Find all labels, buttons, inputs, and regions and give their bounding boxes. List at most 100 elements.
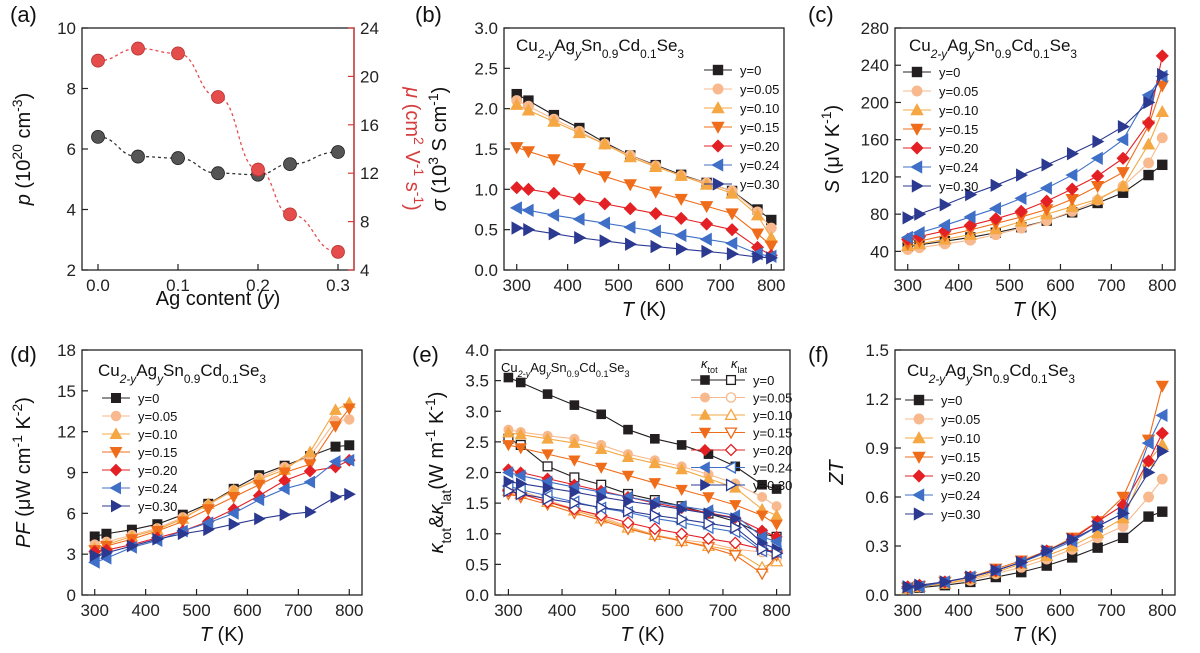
- data-point: [1041, 544, 1054, 558]
- y-axis-label-part: tot: [438, 528, 454, 544]
- data-point: [771, 546, 784, 560]
- legend-label: y=0: [740, 63, 761, 78]
- data-point: [1116, 151, 1130, 165]
- x-tick-label: 700: [1097, 601, 1125, 620]
- data-point: [965, 187, 978, 202]
- y-axis-label: κtot&κlat(W m-1 K-1): [422, 392, 454, 554]
- legend-label: y=0.24: [740, 158, 779, 173]
- data-point: [1091, 169, 1105, 183]
- mu-point: [251, 162, 265, 177]
- data-point: [569, 496, 582, 510]
- x-tick-label: 800: [762, 601, 790, 620]
- panel-title-part: y: [545, 369, 551, 379]
- legend-marker: [699, 392, 711, 403]
- legend-label: y=0.15: [941, 450, 980, 465]
- p-point: [171, 151, 185, 165]
- legend-label: y=0.15: [753, 426, 792, 441]
- y-tick-label: 1.5: [865, 341, 889, 360]
- x-axis-label: T (K): [1013, 299, 1057, 321]
- data-point: [203, 523, 215, 537]
- y-tick-label: 1.2: [865, 390, 889, 409]
- y-tick-label: 80: [870, 205, 889, 224]
- data-point: [648, 456, 662, 469]
- data-point: [770, 509, 783, 521]
- plot-frame: [894, 27, 1176, 271]
- data-point: [1143, 491, 1154, 503]
- legend-label: y=0.10: [740, 101, 779, 116]
- y-tick-label: 3.5: [465, 372, 489, 391]
- data-point: [547, 154, 561, 167]
- data-point: [622, 504, 635, 518]
- legend-marker: [910, 103, 924, 116]
- legend-marker: [711, 101, 725, 114]
- data-point: [598, 197, 612, 211]
- data-point: [1065, 199, 1079, 212]
- legend-marker: [913, 394, 925, 406]
- panel-title-part: 2-y: [517, 369, 531, 379]
- data-point: [542, 461, 553, 472]
- legend-marker: [712, 64, 724, 76]
- data-point: [547, 186, 561, 200]
- y-axis-label-part: ): [13, 93, 35, 100]
- data-point: [599, 234, 612, 248]
- y2-tick-label: 4: [360, 261, 369, 280]
- data-point: [766, 251, 779, 265]
- legend-marker: [110, 410, 122, 422]
- legend-marker: [912, 469, 926, 483]
- panel-label: (e): [412, 342, 439, 367]
- data-point: [963, 210, 976, 224]
- legend-label: y=0: [753, 373, 774, 388]
- legend-marker: [711, 158, 724, 172]
- x-tick-label: 0.2: [246, 276, 270, 295]
- y-axis-label-part: -2: [9, 404, 25, 417]
- panel-title-part: Se: [1050, 36, 1071, 55]
- y-axis-label-part: ): [13, 397, 35, 404]
- legend-marker: [712, 83, 724, 95]
- data-point: [1014, 191, 1027, 206]
- data-point: [521, 146, 536, 159]
- panel-title-part: 2-y: [537, 47, 556, 61]
- x-axis-label-part: (K): [633, 624, 665, 646]
- data-point: [755, 510, 769, 522]
- x-axis-label-part: ): [274, 288, 281, 310]
- data-point: [674, 211, 688, 225]
- data-point: [1155, 104, 1169, 117]
- data-point: [914, 207, 927, 221]
- y-axis-label-part: (10: [429, 165, 451, 199]
- y-tick-label: 0: [67, 586, 76, 605]
- y-axis-label-part: S: [822, 179, 844, 193]
- legend-label: y=0.24: [939, 160, 978, 175]
- y-tick-label: 2.5: [474, 59, 498, 78]
- panel-title-part: 3: [259, 372, 266, 386]
- y-tick-label: 280: [861, 19, 889, 38]
- data-point: [621, 450, 635, 462]
- x-axis-label-part: (K): [634, 299, 666, 321]
- data-point: [279, 508, 292, 522]
- data-point: [521, 182, 536, 196]
- data-point: [1157, 67, 1170, 82]
- panel-title-part: 3: [624, 369, 629, 379]
- data-point: [572, 163, 587, 176]
- panel-title: Cu2-yAgySn0.9Cd0.1Se3: [98, 361, 266, 386]
- data-point: [1156, 473, 1168, 485]
- x-tick-label: 400: [944, 601, 972, 620]
- data-point: [228, 517, 241, 531]
- y-tick-label: 3.0: [474, 19, 498, 38]
- y2-axis-label-part: -1: [411, 192, 427, 205]
- panel-title-part: 3: [1070, 47, 1077, 61]
- data-point: [1090, 526, 1105, 539]
- x-tick-label: 600: [233, 601, 261, 620]
- data-point: [542, 389, 553, 399]
- data-point: [674, 168, 688, 181]
- panel-title-part: Ag: [945, 361, 966, 380]
- panel-title-part: 0.9: [993, 372, 1010, 386]
- y-axis-label-part: 3: [425, 157, 441, 165]
- legend-header-part: tot: [708, 365, 719, 375]
- series-line: [907, 111, 1163, 247]
- panel-title-part: Cu: [909, 36, 931, 55]
- data-point: [541, 432, 554, 444]
- y-tick-label: 2.0: [465, 464, 489, 483]
- legend-label: y=0.30: [138, 499, 177, 514]
- legend-marker: [109, 481, 121, 495]
- x-tick-label: 300: [494, 601, 522, 620]
